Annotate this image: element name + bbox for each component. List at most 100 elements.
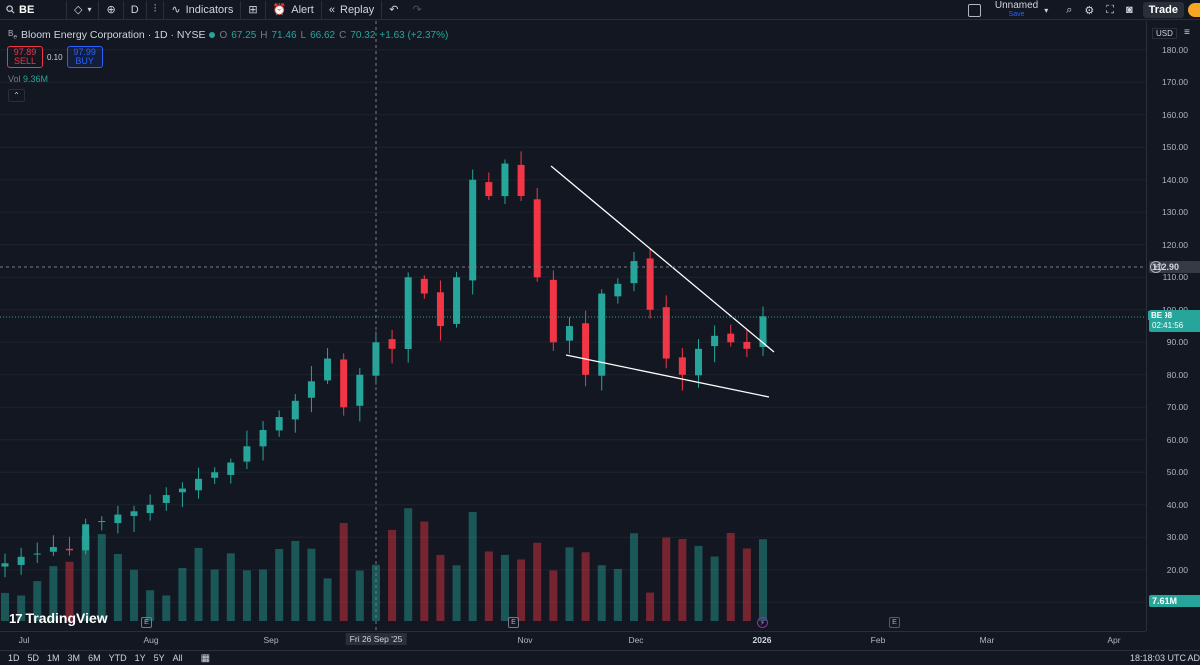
symbol-search[interactable]: BE [2,0,67,19]
candle-body [114,514,122,524]
earnings-badge-icon[interactable]: E [141,617,152,628]
exchange-logo-icon: Be [8,29,18,41]
avatar[interactable] [1188,3,1200,17]
volume-bar [130,569,139,621]
adj-button[interactable]: AD [1187,653,1200,663]
time-label: Dec [628,635,644,645]
dividend-badge-icon[interactable]: ⚡ [757,617,768,628]
redo-button[interactable]: ↷ [405,1,428,19]
currency-button[interactable]: USD [1152,28,1177,39]
candle-body [66,548,74,551]
top-toolbar: BE ◇ ▾ ⊕ D ⫶ ∿ Indicators ⊞ ⏰ Alert « Rep… [0,0,1200,20]
alarm-icon: ⏰ [272,4,287,16]
change-value: +1.63 (+2.37%) [379,29,449,41]
calendar-icon[interactable]: ▦ [200,652,211,664]
candle-body [227,462,235,475]
layout-name-label: Unnamed [994,0,1039,11]
toolbar-right: Unnamed Save ▾ ⌕ ⚙ ⛶ ◙ Trade [967,0,1200,20]
trade-button[interactable]: Trade [1142,2,1184,18]
volume-bar [436,554,445,621]
collapse-legend-button[interactable]: ⌃ [8,89,25,102]
alert-button[interactable]: ⏰ Alert [266,0,322,19]
range-5y[interactable]: 5Y [153,653,165,663]
chart-canvas[interactable] [0,21,1146,631]
range-1y[interactable]: 1Y [134,653,146,663]
high-value: 71.46 [271,29,297,41]
candle-body [678,357,686,375]
candle-body [630,261,638,284]
clock[interactable]: 18:18:03 UTC [1129,653,1186,663]
sell-label: SELL [13,56,37,66]
price-tick-label: 40.00 [1166,499,1188,510]
volume-bar [694,545,703,621]
chevron-up-icon: ⌃ [13,91,20,100]
price-tick-label: 70.00 [1166,402,1188,413]
trendline [565,354,770,398]
chart-type-button[interactable]: ⫶ [147,0,165,19]
range-6m[interactable]: 6M [88,653,101,663]
undo-button[interactable]: ↶ [382,1,405,19]
candles-icon: ⫶ [153,3,157,15]
compare-button[interactable]: ⊕ [99,0,124,19]
low-key: L [300,29,307,41]
replay-label: Replay [340,3,375,16]
range-ytd[interactable]: YTD [108,653,127,663]
interval-button[interactable]: D [124,0,147,19]
candle-body [662,307,670,359]
candle-body [146,504,154,514]
settings-icon[interactable]: ⚙ [1084,4,1095,17]
sell-button[interactable]: 97.89 SELL [7,46,43,68]
candle-body [759,316,767,347]
volume-bar [726,532,735,621]
volume-bar [307,548,316,621]
plus-circle-icon[interactable]: + [1150,261,1162,273]
candle-body [646,258,654,310]
layout-name[interactable]: Unnamed Save [989,1,1044,19]
range-1m[interactable]: 1M [47,653,60,663]
volume-bar [33,581,42,621]
candle-body [130,511,138,516]
price-tick-label: 150.00 [1162,142,1188,153]
axis-menu-icon[interactable]: ≡ [1184,27,1190,38]
candle-body [324,358,332,381]
range-all[interactable]: All [172,653,183,663]
market-status-icon [209,32,216,38]
volume-bar [710,556,719,621]
favorites-button[interactable]: ◇ ▾ [67,0,100,19]
earnings-badge-icon[interactable]: E [508,617,519,628]
replay-button[interactable]: « Replay [322,0,383,19]
candle-body [501,163,509,197]
camera-icon[interactable]: ◙ [1125,4,1133,16]
volume-bar [549,570,558,621]
templates-button[interactable]: ⊞ [241,0,266,19]
layout-checkbox[interactable] [967,3,981,17]
volume-bar [629,533,638,621]
chevron-down-icon[interactable]: ▾ [1044,5,1049,15]
volume-bar [581,552,590,621]
price-axis[interactable]: USD ≡ 180.00 170.00 160.00 150.00 140.00 130.… [1146,21,1200,631]
chevron-down-icon: ▾ [87,5,92,14]
quick-search-icon[interactable]: ⌕ [1066,3,1073,16]
range-1d[interactable]: 1D [8,653,20,663]
crosshair-price-tag: 112.90 [1149,261,1200,273]
candle-body [565,326,573,341]
price-tick-label: 160.00 [1162,109,1188,120]
buy-button[interactable]: 97.99 BUY [66,46,103,68]
time-label: Feb [870,635,886,645]
candle-body [98,521,106,523]
range-3m[interactable]: 3M [67,653,81,663]
indicators-button[interactable]: ∿ Indicators [164,0,242,19]
legend-title: Bloom Energy Corporation · 1D · NYSE [21,29,206,41]
volume-bar [65,561,74,621]
candle-body [436,292,444,327]
fullscreen-icon[interactable]: ⛶ [1106,3,1114,16]
price-tick-label: 170.00 [1162,77,1188,88]
time-axis[interactable]: Jul Aug Sep Fri 26 Sep '25 Nov Dec 2026 … [0,631,1146,650]
volume-bar [226,553,235,621]
volume-bar [613,568,622,621]
earnings-badge-icon[interactable]: E [889,617,900,628]
candle-body [711,335,719,347]
tradingview-wordmark: TradingView [25,610,108,626]
range-5d[interactable]: 5D [27,653,40,663]
tradingview-logo[interactable]: 17 TradingView [9,610,108,626]
